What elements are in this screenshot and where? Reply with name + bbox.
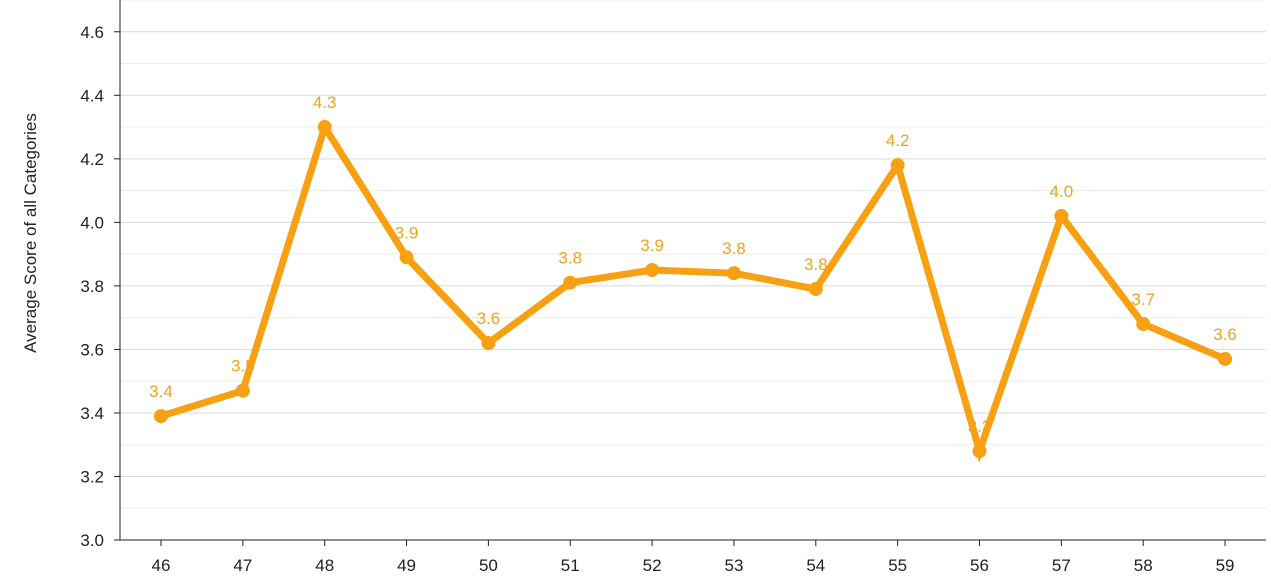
data-point bbox=[1054, 209, 1069, 223]
series-average-score bbox=[154, 118, 1233, 463]
data-point bbox=[1136, 317, 1151, 331]
data-label: 3.6 bbox=[477, 309, 501, 328]
axes bbox=[114, 0, 1266, 546]
data-point bbox=[972, 444, 987, 459]
y-tick-label: 3.0 bbox=[80, 531, 104, 550]
y-tick-label: 3.4 bbox=[80, 404, 104, 423]
x-tick-label: 58 bbox=[1134, 556, 1153, 575]
data-point bbox=[317, 120, 332, 135]
data-point bbox=[1218, 351, 1233, 366]
data-label: 3.8 bbox=[722, 239, 746, 258]
data-labels: 3.4 3.5 4.3 3.9 3.6 3.8 3.9 3.8 3.8 4.2 3.3 4.0 3.7 3… bbox=[149, 93, 1237, 436]
data-point bbox=[808, 282, 823, 297]
x-tick-labels: 46 47 48 49 50 51 52 53 54 55 56 57 58 59 bbox=[152, 556, 1235, 575]
data-label: 3.6 bbox=[1213, 325, 1237, 344]
data-label: 4.3 bbox=[313, 93, 337, 112]
x-tick-label: 56 bbox=[970, 556, 989, 575]
x-tick-label: 53 bbox=[724, 556, 743, 575]
x-tick-label: 55 bbox=[888, 556, 907, 575]
x-tick-label: 57 bbox=[1052, 556, 1071, 575]
data-label: 3.8 bbox=[804, 255, 828, 274]
y-tick-label: 4.0 bbox=[80, 213, 104, 232]
data-label: 4.2 bbox=[886, 131, 910, 150]
y-axis-title: Average Score of all Categories bbox=[21, 113, 40, 353]
x-tick-label: 52 bbox=[643, 556, 662, 575]
data-label: 3.5 bbox=[231, 357, 255, 376]
x-tick-label: 48 bbox=[315, 556, 334, 575]
y-tick-label: 3.2 bbox=[80, 467, 104, 486]
data-point bbox=[399, 250, 414, 265]
gridlines bbox=[120, 0, 1266, 509]
data-point bbox=[563, 275, 578, 290]
y-tick-labels: 3.0 3.2 3.4 3.6 3.8 4.0 4.2 4.4 4.6 bbox=[80, 23, 104, 550]
data-label: 3.4 bbox=[149, 382, 173, 401]
x-tick-label: 59 bbox=[1216, 556, 1235, 575]
x-tick-label: 47 bbox=[233, 556, 252, 575]
y-tick-label: 4.6 bbox=[80, 23, 104, 42]
x-tick-label: 46 bbox=[152, 556, 171, 575]
x-tick-label: 50 bbox=[479, 556, 498, 575]
series-line bbox=[157, 118, 1229, 463]
y-tick-label: 4.2 bbox=[80, 150, 104, 169]
y-tick-label: 4.4 bbox=[80, 86, 104, 105]
data-label: 4.0 bbox=[1050, 182, 1074, 201]
y-tick-label: 3.8 bbox=[80, 277, 104, 296]
data-point bbox=[726, 266, 741, 281]
data-label: 3.3 bbox=[968, 417, 992, 436]
x-tick-label: 54 bbox=[806, 556, 825, 575]
x-tick-label: 49 bbox=[397, 556, 416, 575]
y-tick-label: 3.6 bbox=[80, 340, 104, 359]
data-point bbox=[645, 263, 660, 277]
data-label: 3.9 bbox=[640, 236, 664, 255]
data-label: 3.7 bbox=[1131, 290, 1155, 309]
data-point bbox=[154, 409, 168, 424]
data-point bbox=[235, 383, 250, 398]
data-label: 3.9 bbox=[395, 223, 419, 242]
data-point bbox=[890, 158, 905, 173]
data-label: 3.8 bbox=[558, 249, 582, 268]
x-tick-label: 51 bbox=[561, 556, 580, 575]
data-point bbox=[481, 336, 496, 351]
